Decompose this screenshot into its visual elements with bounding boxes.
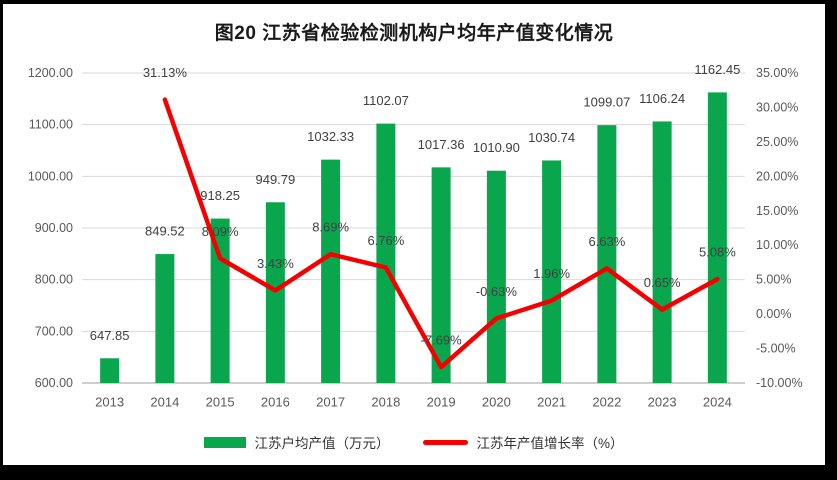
bar-label-2020: 1010.90 (473, 140, 520, 155)
right-axis-tick: 5.00% (756, 273, 791, 287)
line-label-2023: 0.65% (644, 275, 681, 290)
left-axis-tick: 1000.00 (28, 169, 73, 183)
line-series-legend-label: 江苏年产值增长率（%） (476, 436, 624, 451)
line-label-2024: 5.08% (699, 245, 736, 260)
right-axis-tick: -10.00% (756, 376, 803, 390)
line-label-2016: 3.43% (257, 256, 294, 271)
left-axis-tick: 900.00 (35, 221, 73, 235)
bar-2017 (321, 159, 341, 383)
bar-label-2014: 849.52 (145, 224, 185, 239)
bar-2023 (652, 121, 672, 384)
left-axis-tick: 700.00 (35, 324, 73, 338)
right-axis-tick: 35.00% (756, 66, 798, 80)
bar-label-2015: 918.25 (200, 188, 240, 203)
x-axis-label: 2023 (648, 395, 677, 410)
bar-2024 (707, 92, 727, 384)
x-axis-label: 2014 (150, 395, 179, 410)
x-axis-label: 2013 (95, 395, 124, 410)
bar-label-2016: 949.79 (255, 172, 295, 187)
bar-2018 (376, 123, 396, 383)
x-axis-label: 2020 (482, 395, 511, 410)
bar-2013 (100, 358, 120, 383)
right-axis-tick: 30.00% (756, 100, 798, 114)
left-axis-tick: 1100.00 (29, 118, 73, 132)
bar-label-2017: 1032.33 (307, 129, 354, 144)
x-axis-label: 2017 (316, 395, 345, 410)
line-label-2018: 6.76% (367, 233, 404, 248)
right-axis-tick: 0.00% (756, 307, 791, 321)
growth-rate-line (162, 97, 720, 370)
bar-2014 (155, 254, 175, 383)
line-label-2014: 31.13% (143, 65, 188, 80)
legend-item-line-series: 江苏年产值增长率（%） (423, 432, 624, 452)
legend-item-bar-series: 江苏户均产值（万元） (204, 432, 389, 452)
left-axis-tick: 800.00 (35, 273, 73, 287)
bar-2021 (542, 160, 562, 383)
bar-label-2023: 1106.24 (639, 91, 685, 106)
line-label-2021: 1.96% (533, 266, 570, 281)
right-axis-tick: 10.00% (756, 238, 798, 252)
bar-label-2024: 1162.45 (694, 62, 740, 77)
left-axis-tick: 1200.00 (28, 66, 73, 80)
line-label-2017: 8.69% (312, 220, 349, 235)
bar-label-2018: 1102.07 (363, 93, 409, 108)
x-axis-label: 2016 (261, 395, 290, 410)
x-axis-label: 2015 (206, 395, 235, 410)
chart-canvas: 图20 江苏省检验检测机构户均年产值变化情况 600.00 700.00 800.0… (3, 4, 825, 465)
bar-series-legend-label: 江苏户均产值（万元） (254, 436, 390, 451)
bar-2019 (431, 167, 451, 383)
line-label-2019: -7.69% (421, 333, 463, 348)
bar-2022 (597, 125, 617, 384)
line-label-2022: 6.63% (588, 234, 625, 249)
right-axis-tick: -5.00% (756, 342, 796, 356)
line-label-2015: 8.09% (202, 224, 239, 239)
x-axis-label: 2024 (703, 395, 732, 410)
right-axis-tick: 25.00% (756, 135, 798, 149)
line-label-2020: -0.63% (476, 284, 518, 299)
left-axis-tick: 600.00 (35, 376, 73, 390)
bar-2020 (486, 170, 506, 383)
bar-label-2021: 1030.74 (528, 130, 575, 145)
x-axis-label: 2022 (592, 395, 621, 410)
x-axis-label: 2018 (371, 395, 400, 410)
legend: 江苏户均产值（万元） 江苏年产值增长率（%） (3, 432, 825, 452)
bar-series-swatch (204, 436, 247, 448)
line-series-swatch (423, 439, 469, 445)
bar-label-2019: 1017.36 (418, 137, 465, 152)
bar-label-2013: 647.85 (90, 328, 130, 343)
right-axis-tick: 15.00% (756, 204, 798, 218)
chart-svg: 600.00 700.00 800.00 900.00 1000.00 1100.00 12… (28, 62, 803, 410)
right-axis-tick: 20.00% (756, 169, 798, 183)
x-axis-label: 2019 (427, 395, 456, 410)
x-axis-label: 2021 (537, 395, 566, 410)
bar-label-2022: 1099.07 (583, 95, 630, 110)
chart-title: 图20 江苏省检验检测机构户均年产值变化情况 (214, 23, 614, 44)
